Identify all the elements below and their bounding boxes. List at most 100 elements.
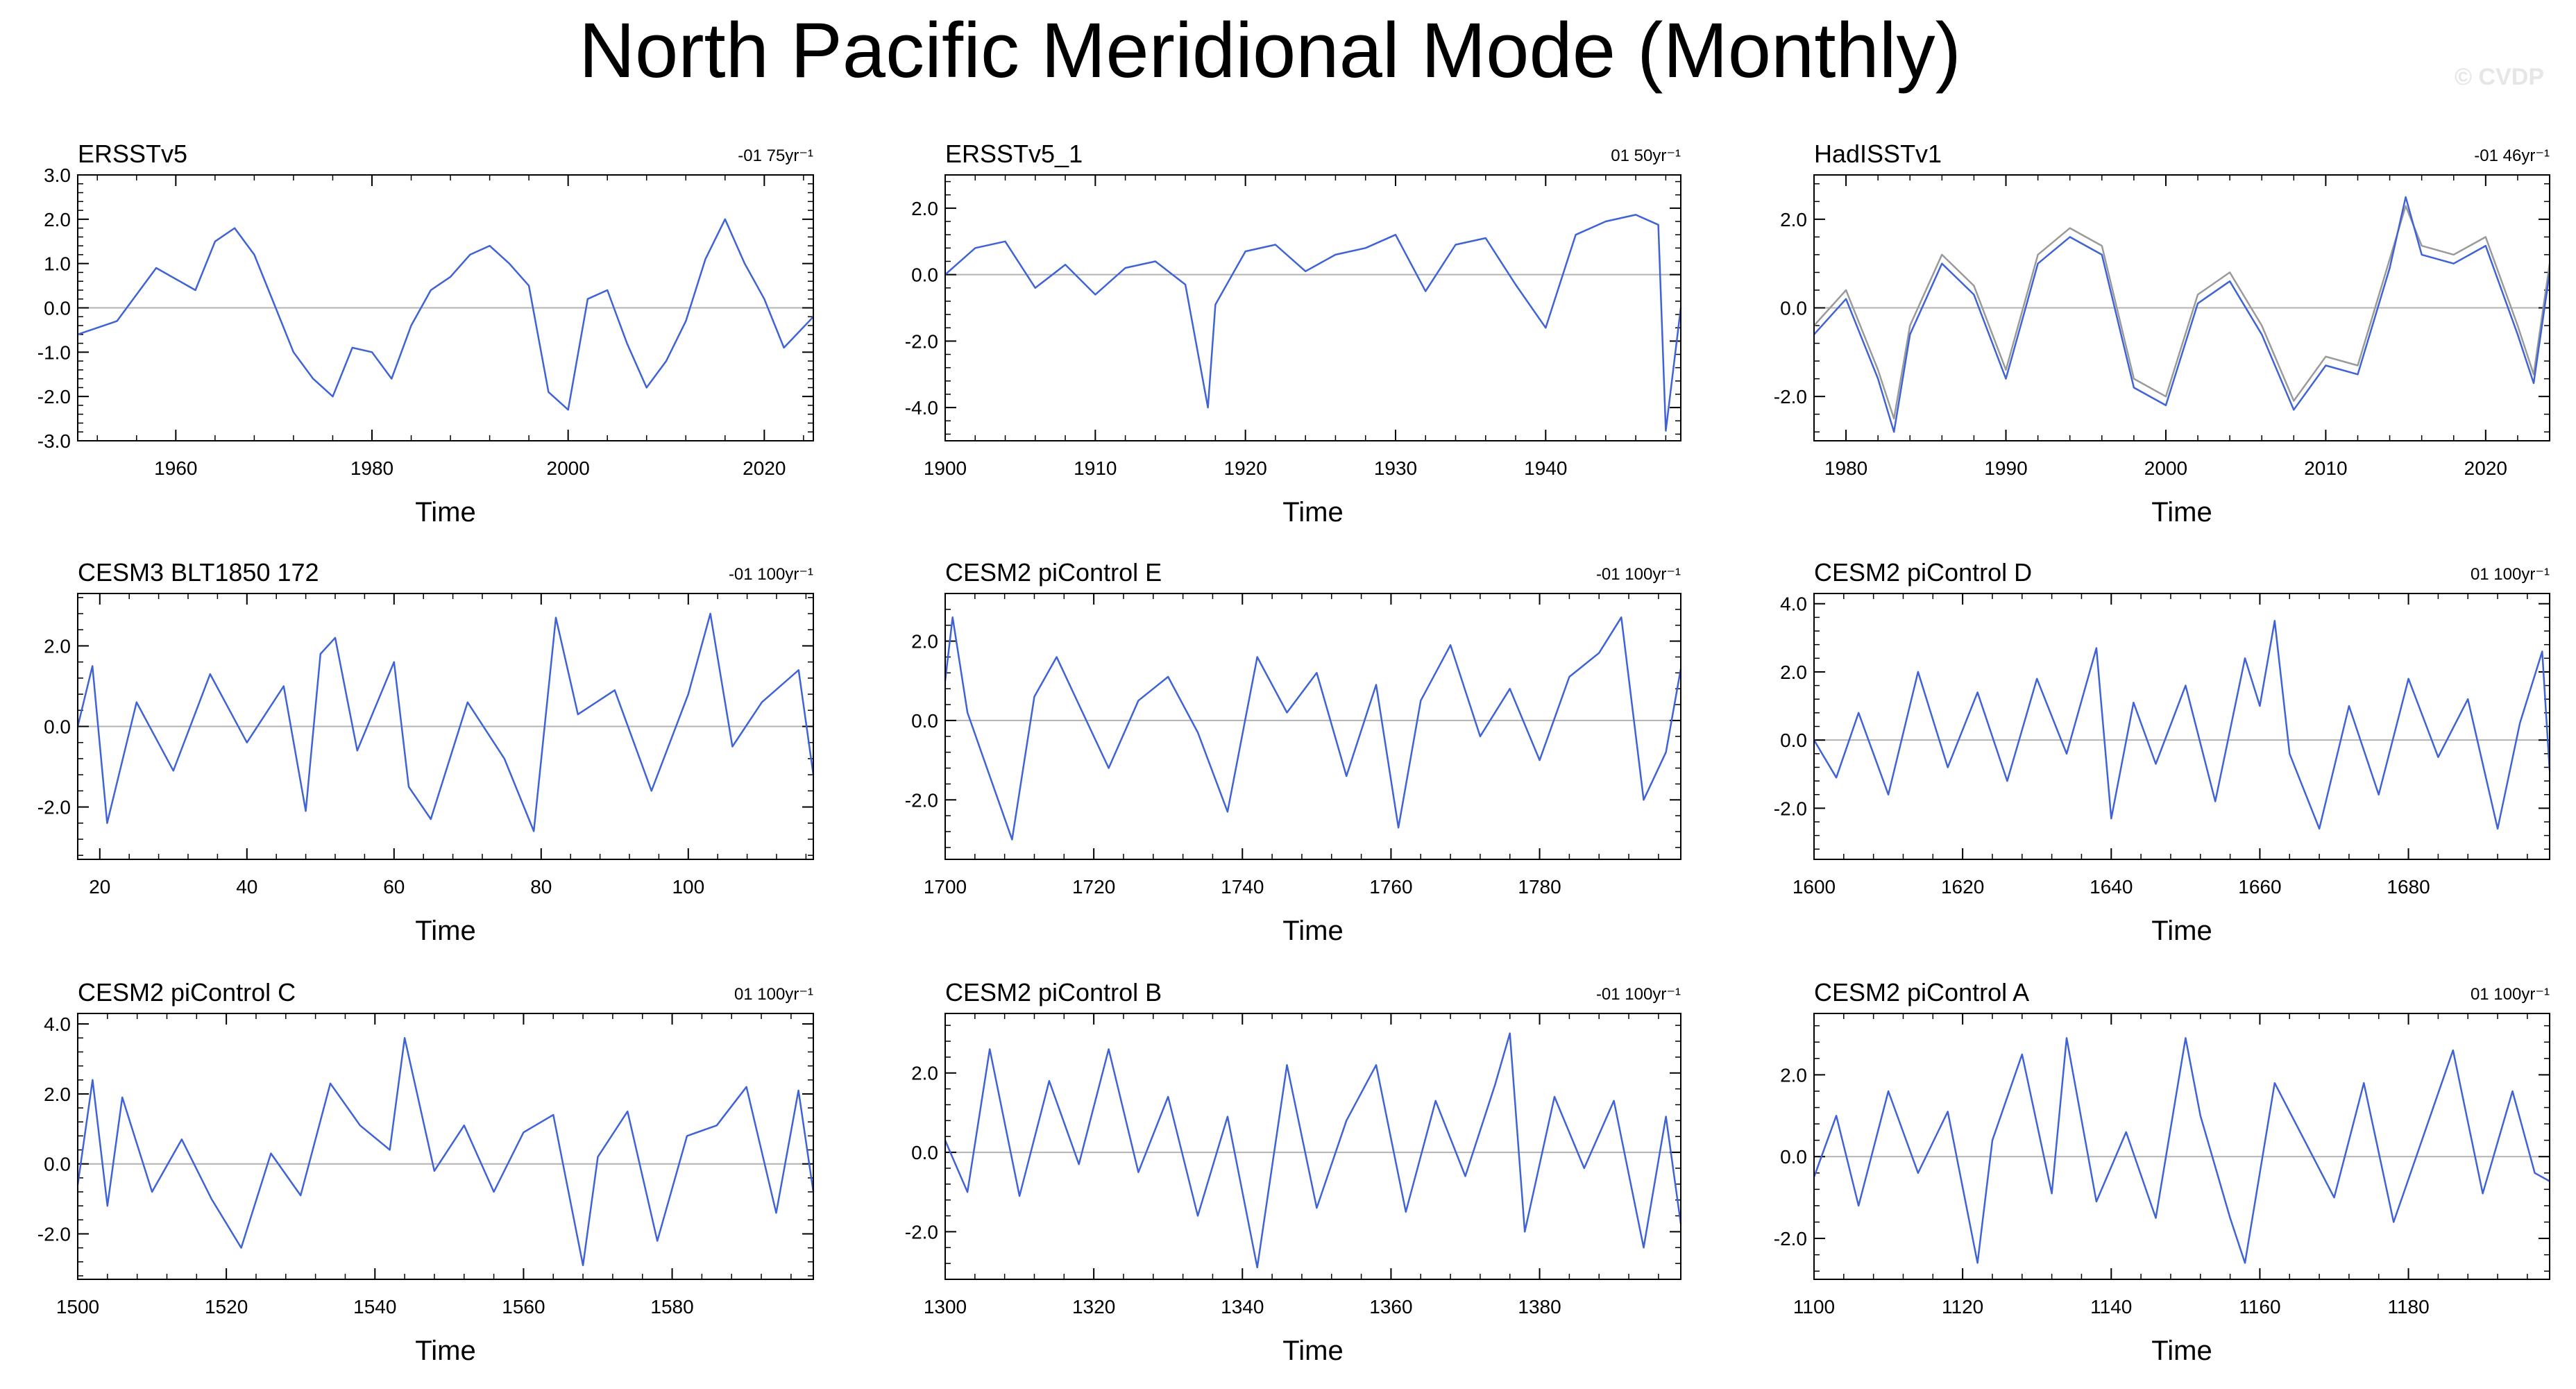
- plot-frame: [944, 1013, 1681, 1280]
- xtick-label: 60: [383, 876, 405, 898]
- xtick-label: 1300: [924, 1296, 967, 1318]
- xtick-label: 1700: [924, 876, 967, 898]
- ytick-label: -2.0: [905, 330, 938, 352]
- ytick-label: -2.0: [905, 789, 938, 811]
- trend-label: -01 100yr⁻¹: [1596, 985, 1681, 1004]
- xtick-label: 2000: [2144, 457, 2187, 479]
- x-axis-label: Time: [2151, 916, 2212, 946]
- xtick-label: 1520: [205, 1296, 248, 1318]
- xtick-label: 1910: [1074, 457, 1117, 479]
- ytick-label: 0.0: [44, 1154, 71, 1175]
- xtick-label: 2000: [547, 457, 590, 479]
- cvdp-watermark: © CVDP: [2455, 64, 2544, 90]
- ytick-label: 3.0: [44, 165, 71, 186]
- ytick-label: 4.0: [1780, 594, 1807, 615]
- plot-frame: [77, 174, 814, 441]
- panel-title: CESM2 piControl C: [78, 978, 296, 1007]
- series-line: [76, 612, 815, 832]
- trend-label: 01 50yr⁻¹: [1611, 146, 1681, 165]
- xtick-label: 1720: [1072, 876, 1115, 898]
- series-line: [944, 214, 1682, 432]
- trend-label: -01 46yr⁻¹: [2474, 146, 2550, 165]
- panel-title: ERSSTv5_1: [945, 140, 1083, 168]
- ytick-label: 0.0: [911, 1142, 938, 1163]
- plot-frame: [1813, 1013, 2550, 1280]
- ytick-label: -2.0: [37, 797, 71, 818]
- xtick-label: 1990: [1984, 457, 2027, 479]
- panel-title: CESM2 piControl E: [945, 558, 1162, 587]
- trend-label: 01 100yr⁻¹: [734, 985, 813, 1004]
- xtick-label: 1980: [350, 457, 393, 479]
- xtick-label: 1180: [2387, 1296, 2429, 1318]
- xtick-label: 1620: [1941, 876, 1984, 898]
- trend-label: 01 100yr⁻¹: [2471, 985, 2550, 1004]
- panel-8: CESM2 piControl B -01 100yr⁻¹ -2.0 0.0 2.0 13…: [905, 978, 1682, 1366]
- ytick-label: -2.0: [1774, 798, 1807, 819]
- series-line: [1813, 1037, 2550, 1264]
- xtick-label: 1160: [2239, 1296, 2280, 1318]
- xtick-label: 1900: [924, 457, 967, 479]
- x-axis-label: Time: [2151, 497, 2212, 528]
- ytick-label: 2.0: [44, 635, 71, 657]
- xtick-label: 2020: [2464, 457, 2507, 479]
- ytick-label: 4.0: [44, 1013, 71, 1035]
- ytick-label: 0.0: [911, 710, 938, 732]
- ytick-label: 0.0: [1780, 730, 1807, 751]
- panel-9: CESM2 piControl A 01 100yr⁻¹ -2.0 0.0 2.0 110…: [1774, 978, 2550, 1366]
- xtick-label: 100: [672, 876, 704, 898]
- trend-label: -01 100yr⁻¹: [1596, 565, 1681, 584]
- panel-6: CESM2 piControl D 01 100yr⁻¹ -2.0 0.0 2.0 4.0…: [1774, 558, 2551, 946]
- ytick-label: 0.0: [44, 716, 71, 738]
- trend-label: -01 75yr⁻¹: [738, 146, 813, 165]
- figure-title: North Pacific Meridional Mode (Monthly): [579, 7, 1961, 94]
- ytick-label: 2.0: [911, 1063, 938, 1084]
- plot-frame: [77, 593, 814, 860]
- plot-frame: [944, 174, 1681, 441]
- xtick-label: 1500: [56, 1296, 99, 1318]
- ytick-label: 2.0: [1780, 209, 1807, 230]
- ytick-label: -1.0: [37, 342, 71, 363]
- series-line: [77, 218, 814, 411]
- xtick-label: 1960: [154, 457, 197, 479]
- series-line: [1813, 196, 2551, 433]
- series-line: [944, 616, 1682, 841]
- xtick-label: 80: [530, 876, 552, 898]
- ytick-label: -2.0: [37, 386, 71, 407]
- plot-frame: [1813, 174, 2550, 441]
- xtick-label: 1980: [1824, 457, 1867, 479]
- xtick-label: 1560: [502, 1296, 545, 1318]
- ytick-label: 2.0: [911, 198, 938, 219]
- xtick-label: 1680: [2387, 876, 2430, 898]
- xtick-label: 2020: [743, 457, 786, 479]
- trend-label: 01 100yr⁻¹: [2471, 565, 2550, 584]
- xtick-label: 1940: [1524, 457, 1567, 479]
- panel-4: CESM3 BLT1850 172 -01 100yr⁻¹ -2.0 0.0 2.0 20…: [37, 558, 815, 946]
- ytick-label: -4.0: [905, 397, 938, 419]
- ytick-label: 0.0: [1780, 1146, 1807, 1168]
- ytick-label: 0.0: [44, 298, 71, 319]
- xtick-label: 40: [236, 876, 257, 898]
- ytick-label: 1.0: [44, 253, 71, 275]
- xtick-label: 1780: [1518, 876, 1561, 898]
- xtick-label: 1540: [353, 1296, 396, 1318]
- xtick-label: 1760: [1369, 876, 1412, 898]
- xtick-label: 1340: [1221, 1296, 1264, 1318]
- x-axis-label: Time: [415, 497, 475, 528]
- trend-label: -01 100yr⁻¹: [729, 565, 813, 584]
- x-axis-label: Time: [415, 916, 475, 946]
- xtick-label: 20: [89, 876, 110, 898]
- x-axis-label: Time: [1282, 497, 1343, 528]
- ytick-label: 2.0: [1780, 1064, 1807, 1086]
- plot-frame: [77, 1013, 814, 1280]
- xtick-label: 1380: [1518, 1296, 1561, 1318]
- ytick-label: -3.0: [37, 430, 71, 452]
- xtick-label: 1660: [2238, 876, 2281, 898]
- panel-title: HadISSTv1: [1814, 140, 1942, 168]
- xtick-label: 1100: [1793, 1296, 1835, 1318]
- plot-frame: [1813, 593, 2550, 860]
- ytick-label: -2.0: [1774, 386, 1807, 407]
- panel-5: CESM2 piControl E -01 100yr⁻¹ -2.0 0.0 2.0 17…: [905, 558, 1682, 946]
- xtick-label: 1640: [2090, 876, 2133, 898]
